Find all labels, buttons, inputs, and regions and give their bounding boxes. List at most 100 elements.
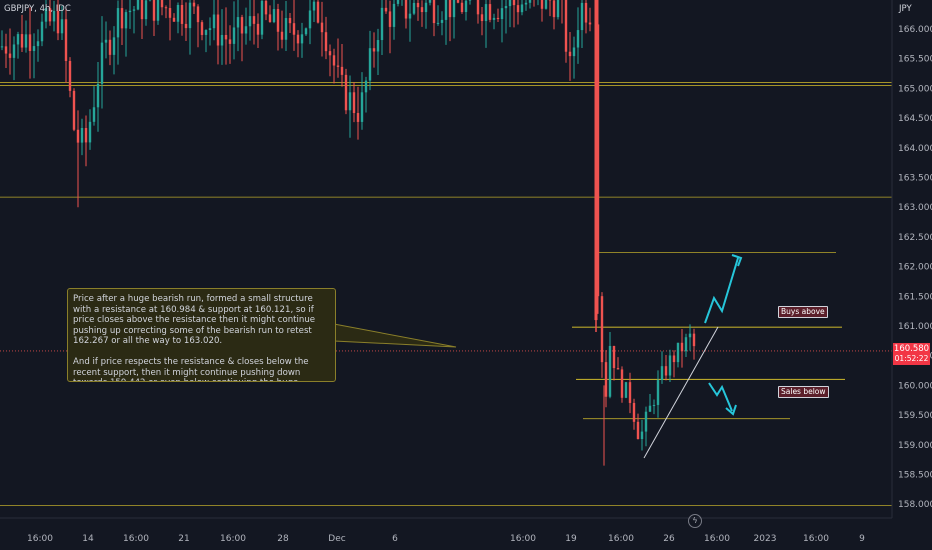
candle-body-60 <box>240 17 244 34</box>
candle-body-48 <box>192 2 196 7</box>
time-axis[interactable]: 16:00 14 16:00 21 16:00 28 Dec 6 16:00 19 16:00 26 1… <box>27 534 865 544</box>
x-tick-13: 2023 <box>754 534 777 544</box>
y-tick-2: 165.000 <box>898 84 932 94</box>
candle-body-153 <box>616 368 620 370</box>
candle-body-110 <box>440 19 444 23</box>
buys-above-label[interactable]: Buys above <box>778 306 828 318</box>
candle-body-154 <box>620 369 624 398</box>
x-tick-0: 16:00 <box>27 534 53 544</box>
candle-body-165 <box>664 366 668 376</box>
candle-body-76 <box>304 28 308 35</box>
candle-body-58 <box>232 27 236 44</box>
candle-body-121 <box>484 4 488 22</box>
candle-body-33 <box>132 9 136 11</box>
candle-body-71 <box>284 18 288 40</box>
candle-body-39 <box>156 0 160 21</box>
candle-body-93 <box>372 48 376 52</box>
price-axis[interactable]: 166.000 165.500 165.000 164.500 164.000 163.5… <box>898 25 932 510</box>
candle-body-26 <box>104 39 108 43</box>
candle-body-136 <box>544 0 548 9</box>
candle-body-104 <box>416 2 420 8</box>
candle-body-166 <box>668 355 672 376</box>
candle-body-135 <box>540 0 544 9</box>
candle-body-40 <box>160 0 164 8</box>
y-tick-4: 164.000 <box>898 144 932 154</box>
analysis-callout[interactable]: Price after a huge bearish run, formed a… <box>67 288 336 382</box>
candle-body-95 <box>380 7 384 41</box>
candle-body-61 <box>244 26 248 34</box>
y-tick-7: 162.500 <box>898 233 932 243</box>
candle-body-96 <box>384 7 388 12</box>
candle-body-27 <box>108 39 112 55</box>
candle-body-80 <box>320 22 324 33</box>
candle-body-158 <box>636 421 640 440</box>
candle-body-103 <box>412 2 416 14</box>
candle-body-44 <box>176 4 180 22</box>
candle-body-147 <box>588 22 592 25</box>
candle-body-90 <box>360 92 364 122</box>
candle-body-12 <box>48 8 52 22</box>
x-tick-6: Dec <box>328 534 345 544</box>
candle-body-102 <box>408 13 412 19</box>
candle-body-117 <box>468 0 472 1</box>
current-price-badge: 160.580 01:52:22 <box>893 343 930 365</box>
candle-body-63 <box>252 16 256 24</box>
y-tick-3: 164.500 <box>898 114 932 124</box>
candle-body-124 <box>496 17 500 20</box>
candle-body-23 <box>92 107 96 122</box>
candle-body-36 <box>144 0 148 20</box>
candle-body-82 <box>328 51 332 56</box>
candle-body-78 <box>312 1 316 11</box>
candle-body-31 <box>124 12 128 29</box>
candle-body-143 <box>572 47 576 57</box>
symbol-title[interactable]: GBPJPY, 4h, IDC <box>4 4 71 14</box>
candle-body-145 <box>580 2 584 31</box>
candle-body-4 <box>16 34 20 45</box>
candle-body-116 <box>464 0 468 13</box>
lightning-bolt-icon[interactable]: ϟ <box>688 514 702 528</box>
candle-body-52 <box>208 28 212 31</box>
candle-body-171 <box>688 333 692 338</box>
candle-body-89 <box>356 113 360 122</box>
candle-body-66 <box>264 0 268 15</box>
candle-body-65 <box>260 0 264 35</box>
candle-body-30 <box>120 8 124 29</box>
candle-body-38 <box>152 0 156 21</box>
candle-body-75 <box>300 34 304 44</box>
bullish-arrow-head <box>731 254 743 267</box>
candle-body-149 <box>600 296 604 363</box>
candle-body-97 <box>388 11 392 27</box>
y-tick-16: 158.000 <box>898 500 932 510</box>
sales-below-label[interactable]: Sales below <box>778 386 829 398</box>
candle-body-20 <box>80 128 84 143</box>
y-tick-14: 159.000 <box>898 441 932 451</box>
candle-body-146 <box>584 2 588 23</box>
candle-body-79 <box>316 1 320 23</box>
candle-body-101 <box>404 0 408 19</box>
candle-body-45 <box>180 4 184 24</box>
current-price-value: 160.580 <box>893 344 930 354</box>
candle-body-64 <box>256 23 260 35</box>
y-tick-9: 161.500 <box>898 292 932 302</box>
x-tick-7: 6 <box>392 534 398 544</box>
candle-body-123 <box>492 17 496 20</box>
candle-body-11 <box>44 8 48 22</box>
candle-body-163 <box>656 380 660 405</box>
candle-body-131 <box>524 2 528 5</box>
candle-body-86 <box>344 74 348 111</box>
candle-body-162 <box>652 404 656 406</box>
candle-body-7 <box>28 34 32 51</box>
candle-body-164 <box>660 366 664 381</box>
candle-body-91 <box>364 80 368 93</box>
candle-body-24 <box>96 83 100 108</box>
candle-body-0 <box>0 46 4 48</box>
y-tick-5: 163.500 <box>898 174 932 184</box>
x-tick-15: 9 <box>859 534 865 544</box>
candle-body-14 <box>56 10 60 34</box>
candle-body-9 <box>36 41 40 47</box>
candle-body-139 <box>556 0 560 18</box>
candle-body-57 <box>228 39 232 44</box>
candle-body-54 <box>216 14 220 46</box>
